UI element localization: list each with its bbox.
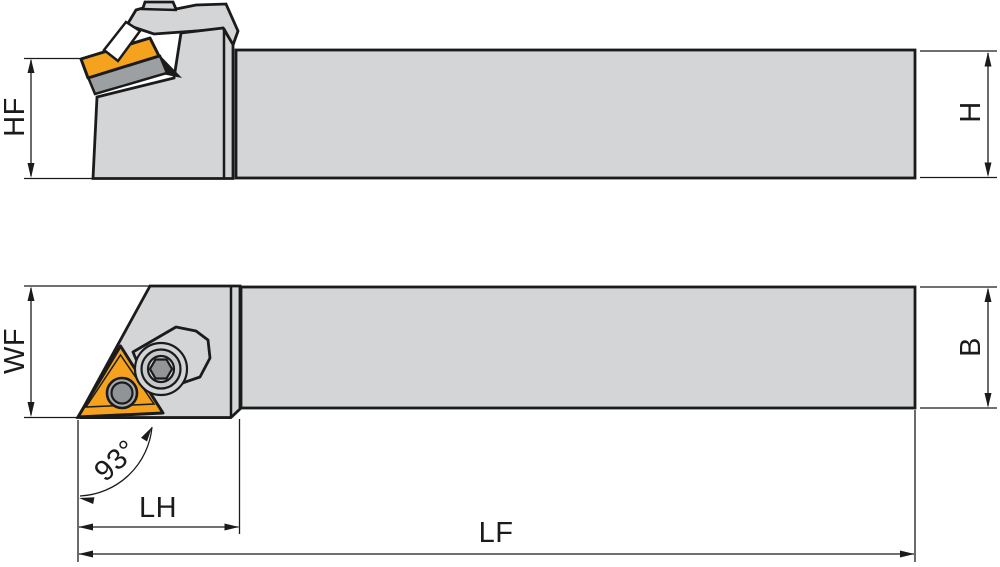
b-arrow-down — [984, 393, 992, 408]
dim-label-lf: LF — [479, 517, 514, 549]
lf-arrow-right — [900, 550, 915, 558]
h-arrow-up — [984, 52, 992, 67]
dim-label-angle: 93° — [88, 434, 143, 488]
dim-h: H — [920, 50, 997, 179]
dim-b: B — [920, 286, 997, 409]
hex-socket-icon — [148, 358, 174, 380]
angle-arc — [79, 426, 153, 497]
dim-lf: LF — [78, 410, 916, 562]
dim-lh: LH — [77, 419, 241, 562]
dim-label-lh: LH — [139, 492, 177, 524]
dim-hf: HF — [0, 57, 92, 180]
side-view-shank — [234, 48, 917, 180]
wf-arrow-up — [27, 286, 35, 301]
b-arrow-up — [984, 287, 992, 302]
hf-arrow-down — [27, 163, 35, 178]
hf-arrow-up — [27, 58, 35, 73]
angle-arrow-upper — [141, 427, 152, 442]
plan-view-shank — [239, 285, 917, 410]
wf-arrow-down — [27, 402, 35, 417]
dim-label-wf: WF — [0, 328, 31, 374]
lh-arrow-left — [78, 523, 93, 531]
dim-label-hf: HF — [0, 97, 31, 137]
angle-arrow-lower — [79, 497, 95, 504]
dim-wf: WF — [0, 285, 150, 419]
clamp-arm — [102, 20, 142, 63]
insert-hole-bore — [110, 381, 134, 405]
lh-arrow-right — [224, 523, 239, 531]
plan-view: WF B 93° LH — [0, 284, 997, 562]
side-view-head — [91, 26, 235, 180]
dim-label-h: H — [955, 101, 987, 122]
lf-arrow-left — [78, 550, 93, 558]
h-arrow-down — [984, 162, 992, 177]
side-view: HF H — [0, 0, 997, 180]
dim-label-b: B — [955, 337, 987, 357]
clamp-tab-base-line — [140, 7, 178, 12]
